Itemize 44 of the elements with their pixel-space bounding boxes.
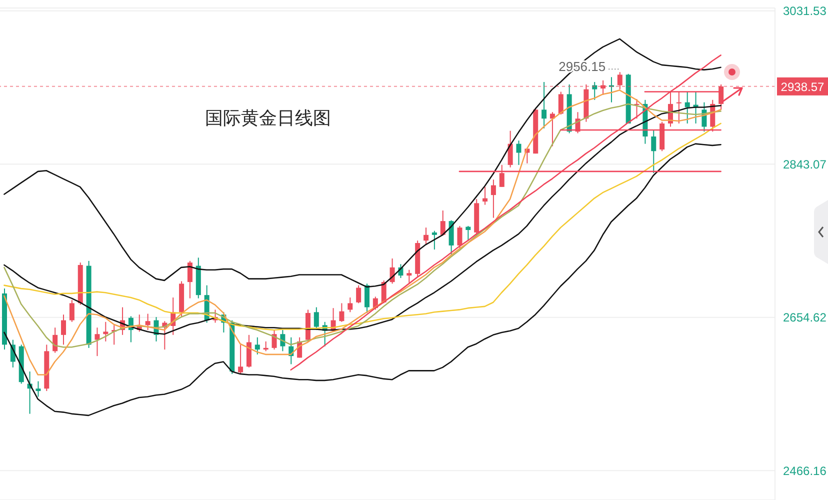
candlestick: [550, 112, 555, 147]
candlestick: [145, 313, 150, 331]
candlestick: [348, 297, 353, 313]
candlestick: [466, 225, 471, 242]
candlestick: [457, 225, 462, 248]
candlestick: [424, 227, 429, 246]
candlestick: [280, 330, 286, 352]
candlestick: [600, 80, 606, 96]
candlestick: [356, 284, 362, 304]
candlestick: [490, 179, 496, 218]
candlestick: [482, 186, 488, 206]
candlestick: [238, 344, 244, 374]
candlestick: [440, 210, 446, 236]
candlestick: [432, 230, 437, 250]
candlestick: [592, 82, 598, 100]
text: 国际黄金日线图: [205, 107, 331, 130]
y-tick-label: 3031.53: [783, 4, 827, 18]
line-series: [290, 54, 722, 371]
candlestick: [558, 91, 564, 116]
candlestick: [406, 269, 412, 284]
candlestick: [508, 130, 513, 168]
ref-line-label: 2938.57: [780, 80, 825, 94]
y-tick-label: 2843.07: [783, 157, 827, 172]
candlestick: [339, 302, 344, 322]
candlestick: [272, 330, 277, 350]
y-tick-label: 2466.16: [783, 464, 827, 478]
candlestick: [69, 299, 74, 322]
candlestick: [608, 76, 614, 103]
candlestick: [516, 140, 522, 166]
candlestick: [94, 327, 100, 357]
candlestick: [254, 336, 260, 355]
candlestick: [684, 91, 690, 124]
candlestick: [61, 314, 66, 346]
candlestick: [542, 82, 547, 129]
candlestick: [36, 380, 41, 398]
candlestick: [103, 321, 108, 342]
line-series: [4, 143, 722, 416]
candlestick: [617, 72, 622, 90]
candlestick: [187, 260, 192, 299]
y-tick-label: 2654.62: [783, 310, 827, 325]
candlestick: [263, 340, 268, 352]
candlestick: [634, 98, 640, 120]
candlestick: [364, 283, 370, 314]
candlestick: [651, 129, 656, 174]
